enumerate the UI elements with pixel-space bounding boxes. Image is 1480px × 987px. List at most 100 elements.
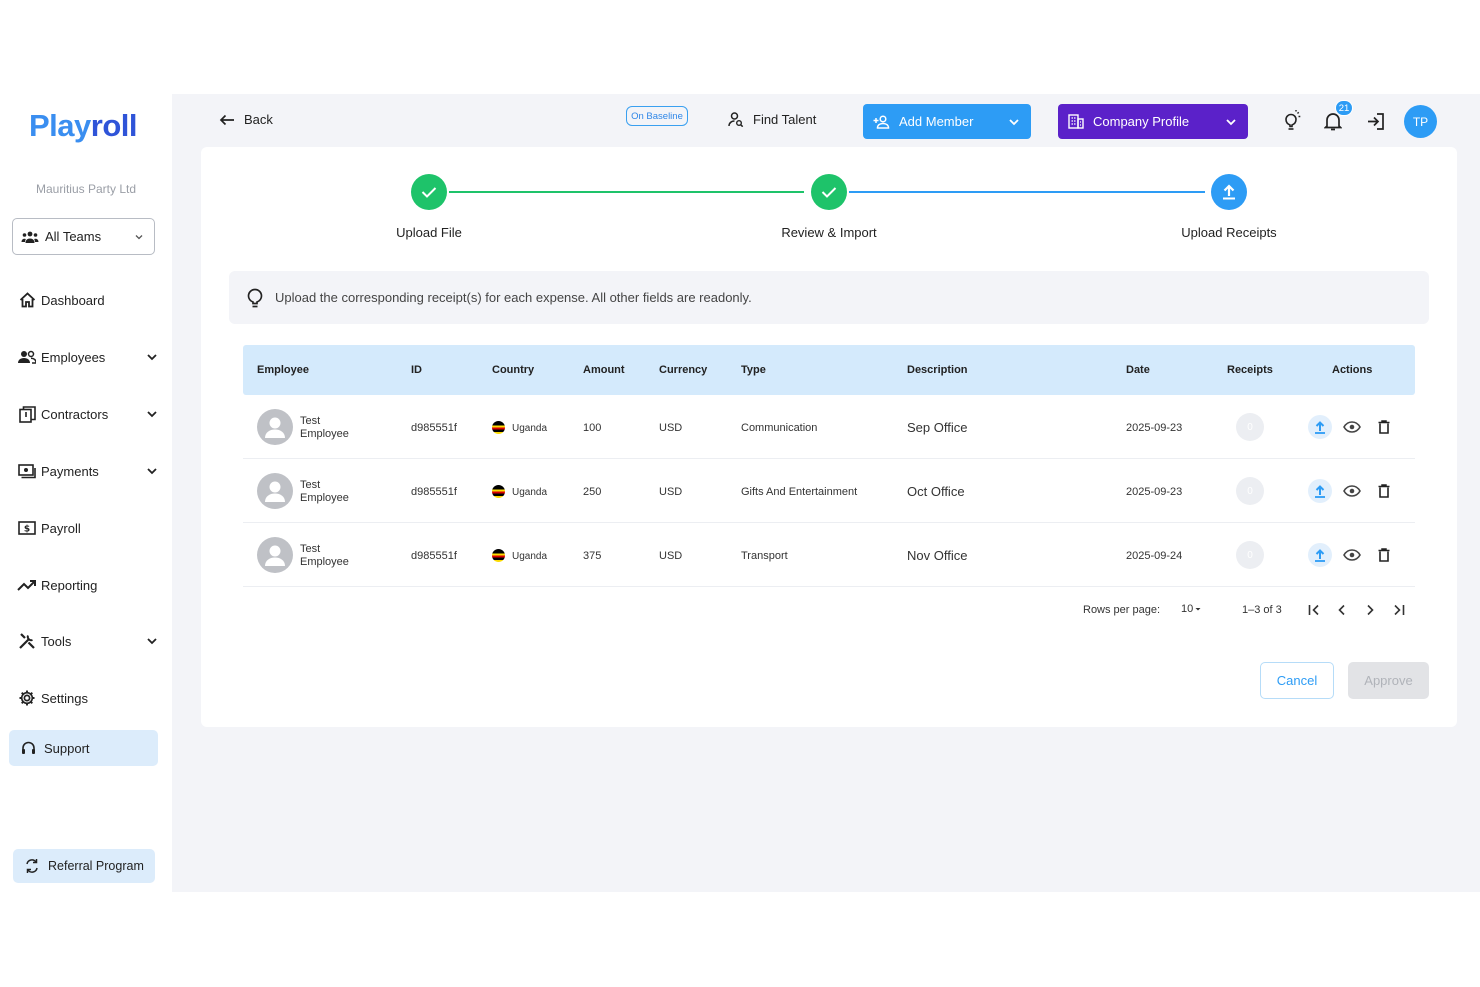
country-name: Uganda <box>512 551 548 563</box>
country-cell: Uganda <box>492 421 547 435</box>
sidebar-item-payroll[interactable]: $ Payroll <box>17 515 159 541</box>
add-member-button[interactable]: Add Member <box>863 104 1031 139</box>
step-1-check-icon <box>411 174 447 210</box>
sidebar-item-employees[interactable]: Employees <box>17 344 159 370</box>
table-row: Test Employee d985551f Uganda 375 USD Tra… <box>243 523 1415 587</box>
employee-last-name: Employee <box>300 492 349 504</box>
lightbulb-icon <box>246 287 264 309</box>
find-talent-button[interactable]: Find Talent <box>728 112 816 127</box>
referral-icon <box>24 858 40 874</box>
trend-icon <box>17 575 37 595</box>
expense-type: Gifts And Entertainment <box>741 486 858 498</box>
company-profile-button[interactable]: Company Profile <box>1058 104 1248 139</box>
on-baseline-badge: On Baseline <box>626 106 688 126</box>
step-label: Upload File <box>396 225 462 240</box>
payroll-icon: $ <box>17 518 37 538</box>
amount: 250 <box>583 486 602 498</box>
first-page-icon[interactable] <box>1306 602 1322 618</box>
column-header: Country <box>492 364 535 376</box>
team-select-label: All Teams <box>45 229 102 244</box>
stepper-connector <box>449 191 804 193</box>
amount: 375 <box>583 550 602 562</box>
svg-text:$: $ <box>24 525 30 535</box>
upload-receipt-icon[interactable] <box>1308 543 1332 567</box>
upload-receipt-icon[interactable] <box>1308 479 1332 503</box>
currency: USD <box>659 486 683 498</box>
add-person-icon <box>873 114 891 129</box>
next-page-icon[interactable] <box>1362 602 1378 618</box>
eye-icon[interactable] <box>1340 543 1364 567</box>
sidebar-item-label: Employees <box>41 349 106 365</box>
company-name: Mauritius Party Ltd <box>35 182 137 196</box>
upload-receipt-icon[interactable] <box>1308 415 1332 439</box>
logo-text-roll: roll <box>90 108 138 143</box>
sidebar-item-label: Settings <box>41 690 88 706</box>
currency: USD <box>659 550 683 562</box>
previous-page-icon[interactable] <box>1334 602 1350 618</box>
sidebar-item-tools[interactable]: Tools <box>17 628 159 654</box>
back-button[interactable]: Back <box>219 112 273 127</box>
eye-icon[interactable] <box>1340 479 1364 503</box>
employee-first-name: Test <box>300 543 321 555</box>
table-row: Test Employee d985551f Uganda 100 USD Com… <box>243 395 1415 459</box>
sidebar-item-payments[interactable]: Payments <box>17 458 159 484</box>
sidebar-item-dashboard[interactable]: Dashboard <box>17 287 159 313</box>
referral-label: Referral Program <box>48 859 144 873</box>
sidebar-item-contractors[interactable]: Contractors <box>17 401 159 427</box>
expense-type: Transport <box>741 550 788 562</box>
column-header: Type <box>741 364 766 376</box>
info-banner: Upload the corresponding receipt(s) for … <box>229 271 1429 324</box>
employee-id: d985551f <box>411 486 457 498</box>
person-avatar-icon <box>257 409 293 445</box>
date: 2025-09-23 <box>1126 486 1183 498</box>
rows-per-page-select[interactable]: 10 <box>1181 603 1202 615</box>
eye-icon[interactable] <box>1340 415 1364 439</box>
receipt-count-badge: 0 <box>1236 541 1264 569</box>
info-text: Upload the corresponding receipt(s) for … <box>275 290 752 305</box>
table-header: Employee ID Country Amount Currency Type… <box>243 345 1415 395</box>
logout-icon[interactable] <box>1364 110 1386 132</box>
employee-name: Test Employee <box>300 543 349 569</box>
rows-per-page-value: 10 <box>1181 603 1194 615</box>
country-cell: Uganda <box>492 549 548 563</box>
cancel-button[interactable]: Cancel <box>1260 662 1334 699</box>
chevron-down-icon <box>145 464 159 478</box>
step-label: Review & Import <box>781 225 877 240</box>
headset-icon <box>21 741 36 755</box>
column-header: Receipts <box>1227 364 1273 376</box>
approve-button[interactable]: Approve <box>1348 662 1429 699</box>
chevron-down-icon[interactable] <box>1224 115 1238 129</box>
column-header: Amount <box>583 364 625 376</box>
support-button[interactable]: Support <box>9 730 158 766</box>
trash-icon[interactable] <box>1372 415 1396 439</box>
back-label: Back <box>244 112 273 127</box>
sidebar-item-reporting[interactable]: Reporting <box>17 572 159 598</box>
chevron-down-icon[interactable] <box>1007 115 1021 129</box>
user-avatar[interactable]: TP <box>1404 105 1437 138</box>
stepper-connector <box>849 191 1205 193</box>
last-page-icon[interactable] <box>1391 602 1407 618</box>
step-3-upload-icon <box>1211 174 1247 210</box>
find-talent-label: Find Talent <box>753 112 817 127</box>
referral-program-button[interactable]: Referral Program <box>13 849 155 883</box>
gear-icon <box>17 688 37 708</box>
column-header: Date <box>1126 364 1150 376</box>
currency: USD <box>659 422 683 434</box>
employee-first-name: Test <box>300 479 321 491</box>
trash-icon[interactable] <box>1372 543 1396 567</box>
sidebar-item-settings[interactable]: Settings <box>17 685 159 711</box>
add-member-label: Add Member <box>899 114 974 129</box>
team-select[interactable]: All Teams <box>12 218 155 255</box>
date: 2025-09-23 <box>1126 422 1183 434</box>
date: 2025-09-24 <box>1126 550 1183 562</box>
sidebar-item-label: Reporting <box>41 577 98 593</box>
receipt-count-badge: 0 <box>1236 477 1264 505</box>
trash-icon[interactable] <box>1372 479 1396 503</box>
bell-icon[interactable] <box>1322 110 1344 132</box>
description: Nov Office <box>907 548 968 563</box>
playroll-logo[interactable]: Playroll <box>29 108 138 144</box>
lightbulb-icon[interactable] <box>1280 110 1302 132</box>
person-avatar-icon <box>257 473 293 509</box>
employee-name: Test Employee <box>300 415 349 441</box>
receipt-count-badge: 0 <box>1236 413 1264 441</box>
